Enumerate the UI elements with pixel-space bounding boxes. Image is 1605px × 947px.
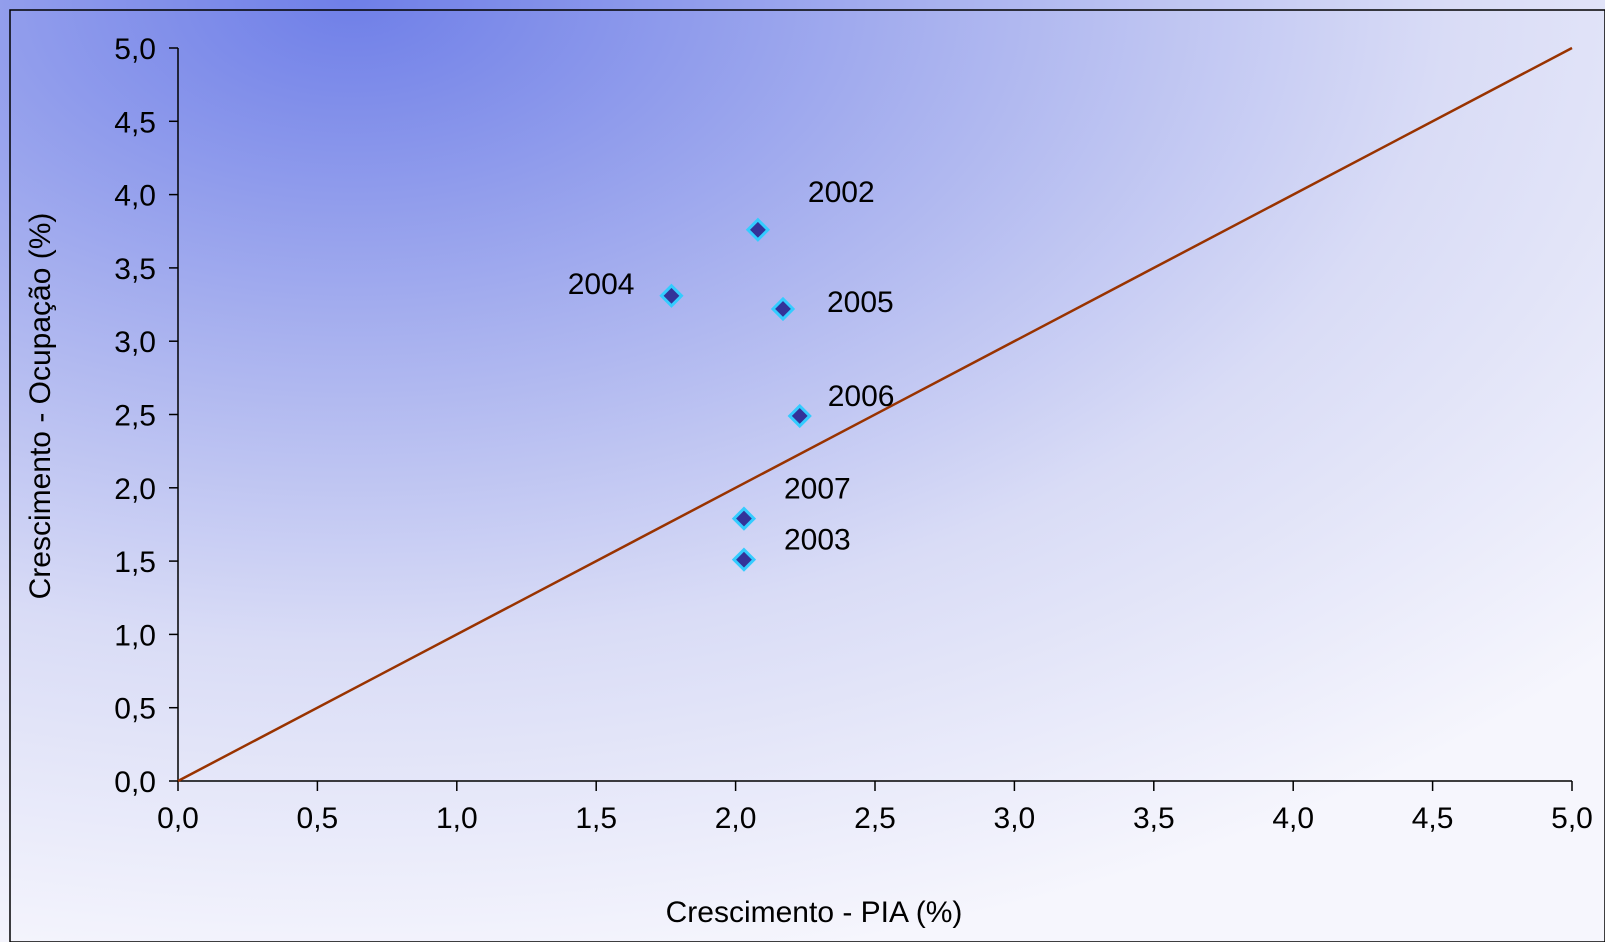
y-tick-label: 3,0 — [114, 326, 156, 359]
point-label-2006: 2006 — [828, 380, 895, 413]
point-label-2003: 2003 — [784, 524, 851, 557]
y-tick-label: 1,5 — [114, 546, 156, 579]
point-label-2007: 2007 — [784, 473, 851, 506]
y-tick-label: 2,0 — [114, 473, 156, 506]
x-axis-title: Crescimento - PIA (%) — [666, 896, 963, 929]
x-tick-label: 0,5 — [297, 802, 339, 835]
y-tick-label: 2,5 — [114, 400, 156, 433]
y-tick-label: 0,5 — [114, 693, 156, 726]
point-label-2002: 2002 — [808, 176, 875, 209]
x-tick-label: 3,0 — [994, 802, 1036, 835]
x-tick-label: 1,5 — [575, 802, 617, 835]
x-tick-label: 2,0 — [715, 802, 757, 835]
x-tick-label: 5,0 — [1551, 802, 1593, 835]
data-point-2002 — [745, 217, 771, 242]
y-tick-label: 5,0 — [114, 33, 156, 66]
data-point-2007 — [731, 506, 757, 531]
data-point-2006 — [787, 403, 812, 429]
x-tick-label: 1,0 — [436, 802, 478, 835]
y-axis-title: Crescimento - Ocupação (%) — [24, 213, 57, 600]
x-tick-label: 0,0 — [157, 802, 199, 835]
data-point-2003 — [731, 547, 757, 572]
points-group: 2002 2004 2005 2006 2007 2003 — [568, 176, 895, 572]
y-tick-label: 3,5 — [114, 253, 156, 286]
x-tick-label: 4,0 — [1272, 802, 1314, 835]
x-tick-label: 4,5 — [1412, 802, 1454, 835]
y-tick-label: 4,5 — [114, 106, 156, 139]
y-tick-label: 1,0 — [114, 619, 156, 652]
point-label-2004: 2004 — [568, 268, 635, 301]
y-tick-label: 4,0 — [114, 180, 156, 213]
y-tick-label: 0,0 — [114, 766, 156, 799]
x-tick-label: 2,5 — [854, 802, 896, 835]
point-label-2005: 2005 — [827, 286, 894, 319]
axes: 0,0 0,5 1,0 1,5 2,0 2,5 3,0 3,5 4,0 4,5 5,0 0,0 0,5 1… — [114, 33, 1593, 835]
x-tick-label: 3,5 — [1133, 802, 1175, 835]
reference-line — [177, 46, 1573, 783]
reference-line-group — [177, 46, 1573, 783]
data-point-2005 — [770, 296, 796, 322]
data-point-2004 — [659, 283, 684, 308]
